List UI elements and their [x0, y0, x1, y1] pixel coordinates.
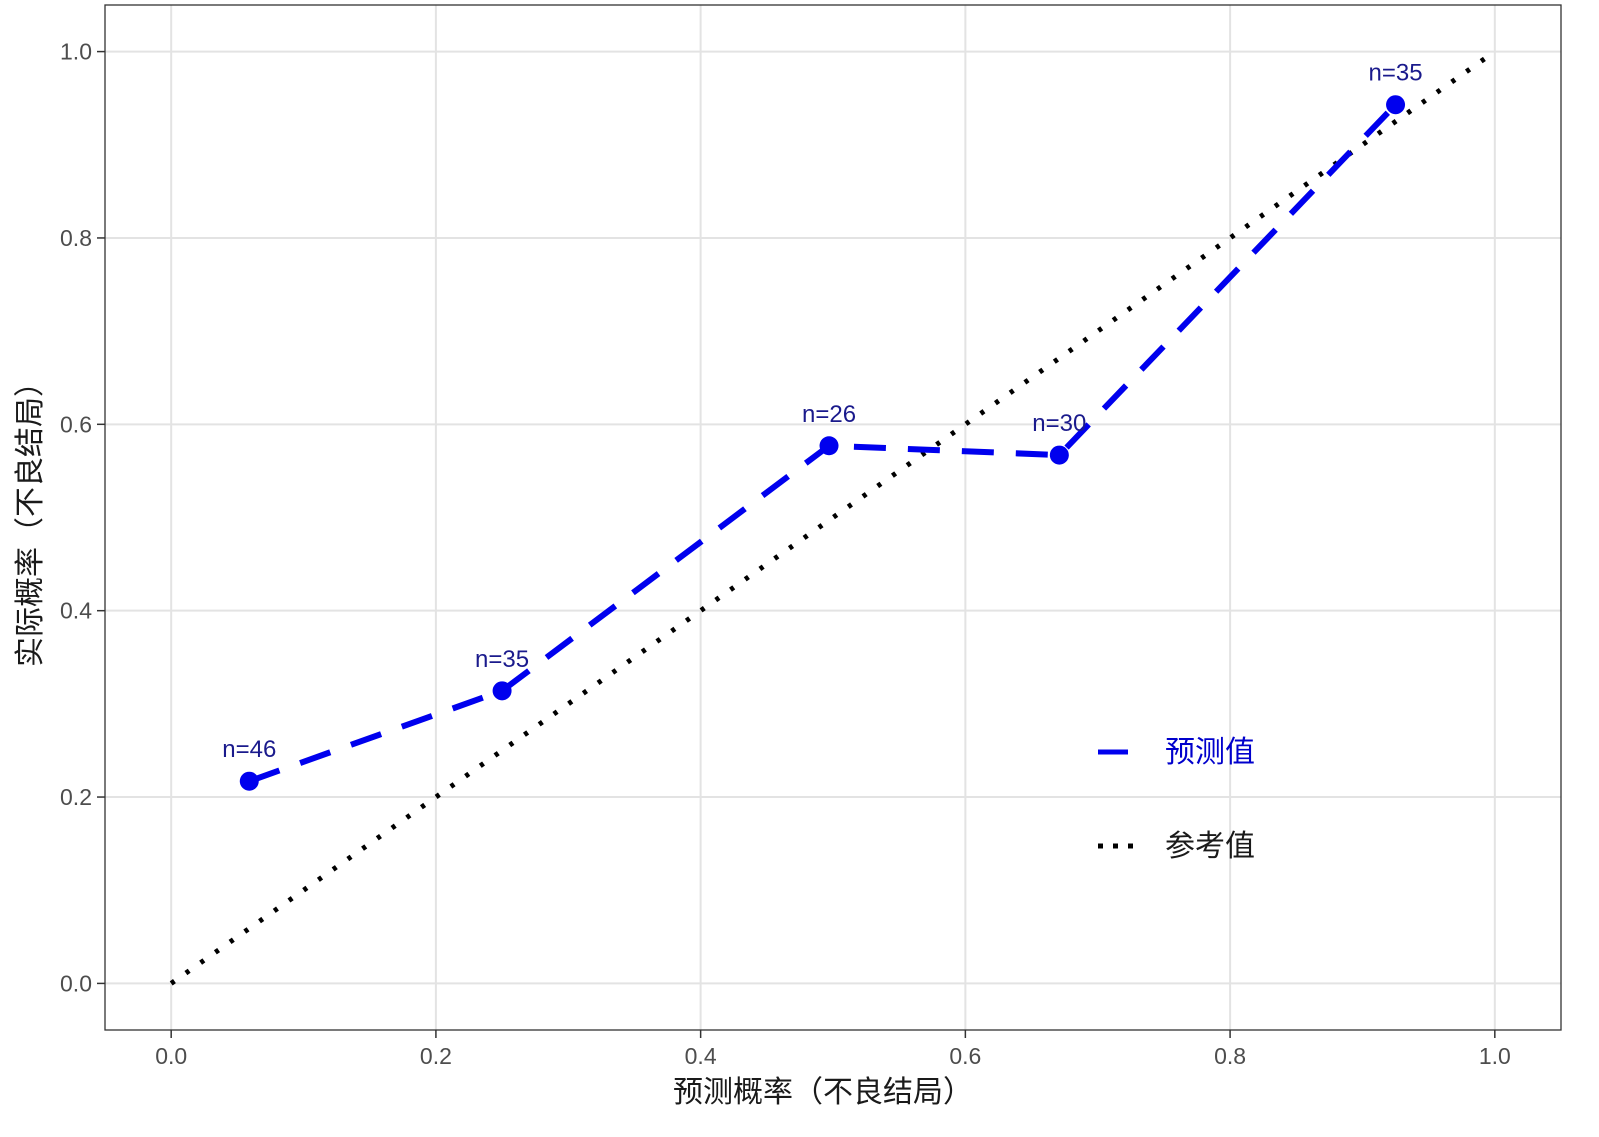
data-point [239, 771, 259, 791]
point-label: n=46 [222, 736, 276, 763]
y-axis-title: 实际概率（不良结局） [13, 367, 48, 667]
point-label: n=35 [475, 646, 529, 673]
plot-panel-background [105, 5, 1561, 1030]
x-tick-label: 0.4 [685, 1043, 717, 1069]
point-labels: n=46 n=35 n=26 n=30 n=35 [222, 60, 1423, 763]
y-tick-label: 0.0 [60, 970, 92, 996]
data-point [1049, 445, 1069, 465]
grid-lines [105, 5, 1561, 1030]
x-tick-label: 0.2 [420, 1043, 452, 1069]
legend-label-predicted: 预测值 [1165, 735, 1255, 770]
legend-label-reference: 参考值 [1165, 829, 1255, 864]
plot-panel-border [104, 4, 1562, 1031]
x-axis-ticks: 0.0 0.2 0.4 0.6 0.8 1.0 [155, 1030, 1511, 1069]
y-tick-label: 0.4 [60, 598, 92, 624]
y-tick-label: 0.2 [60, 784, 92, 810]
x-axis-title: 预测概率（不良结局） [673, 1075, 973, 1110]
point-label: n=26 [802, 401, 856, 428]
point-label: n=30 [1032, 410, 1086, 437]
predicted-points [239, 95, 1406, 791]
x-tick-label: 1.0 [1479, 1043, 1511, 1069]
y-tick-label: 0.8 [60, 225, 92, 251]
y-axis-ticks: 0.0 0.2 0.4 0.6 0.8 1.0 [60, 39, 105, 996]
y-tick-label: 1.0 [60, 39, 92, 65]
legend: 预测值 参考值 [1098, 735, 1255, 864]
data-point [819, 436, 839, 456]
point-label: n=35 [1369, 60, 1423, 87]
x-tick-label: 0.0 [155, 1043, 187, 1069]
data-point [1386, 95, 1406, 115]
y-tick-label: 0.6 [60, 411, 92, 437]
x-tick-label: 0.6 [949, 1043, 981, 1069]
data-point [492, 681, 512, 701]
x-tick-label: 0.8 [1214, 1043, 1246, 1069]
